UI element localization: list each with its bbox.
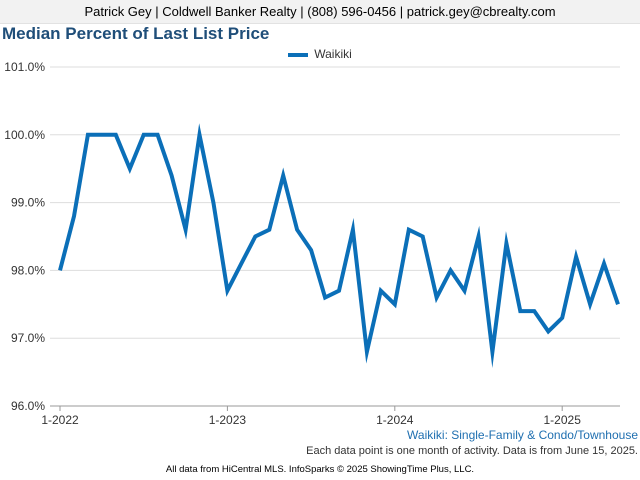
data-point [492, 351, 493, 352]
data-point [534, 311, 535, 312]
data-point [87, 134, 88, 135]
y-tick-label: 97.0% [11, 331, 45, 345]
chart-title: Median Percent of Last List Price [2, 24, 270, 43]
x-tick-label: 1-2024 [376, 413, 414, 427]
x-tick-label: 1-2023 [209, 413, 247, 427]
data-point [604, 263, 605, 264]
legend[interactable]: Waikiki [0, 46, 640, 62]
series-line-waikiki [58, 123, 620, 368]
data-point [464, 290, 465, 291]
data-point [73, 216, 74, 217]
data-point [394, 304, 395, 305]
data-point [143, 134, 144, 135]
x-tick-label: 1-2022 [41, 413, 79, 427]
line-chart: 96.0% 97.0% 98.0% 99.0% 100.0% 101.0% 1-2022 1-… [4, 60, 620, 427]
data-point [520, 311, 521, 312]
x-tick-label: 1-2025 [544, 413, 582, 427]
data-point [115, 134, 116, 135]
data-point [506, 243, 507, 244]
data-point [562, 317, 563, 318]
data-point [255, 236, 256, 237]
y-tick-label: 98.0% [11, 263, 45, 277]
data-point [269, 229, 270, 230]
y-tick-label: 99.0% [11, 196, 45, 210]
data-point [436, 297, 437, 298]
data-point [590, 304, 591, 305]
y-tick-label: 96.0% [11, 399, 45, 413]
data-point [576, 256, 577, 257]
data-point [325, 297, 326, 298]
data-point [241, 263, 242, 264]
data-point [157, 134, 158, 135]
data-point [450, 270, 451, 271]
data-point [352, 229, 353, 230]
data-point [213, 202, 214, 203]
data-point [171, 175, 172, 176]
agent-contact-info: Patrick Gey | Coldwell Banker Realty | (… [84, 4, 556, 19]
y-tick-label: 101.0% [4, 60, 45, 74]
data-point [297, 229, 298, 230]
data-point [311, 250, 312, 251]
contact-bar: Patrick Gey | Coldwell Banker Realty | (… [0, 0, 640, 24]
data-point [185, 229, 186, 230]
data-point [478, 236, 479, 237]
data-point [339, 290, 340, 291]
data-point [422, 236, 423, 237]
data-point [366, 351, 367, 352]
legend-label: Waikiki [314, 47, 352, 61]
data-point [60, 270, 61, 271]
data-point [101, 134, 102, 135]
data-point [227, 290, 228, 291]
data-point [199, 134, 200, 135]
data-point [548, 331, 549, 332]
legend-swatch [288, 52, 309, 57]
chart-subtitle: Waikiki: Single-Family & Condo/Townhouse [407, 428, 638, 442]
data-note: Each data point is one month of activity… [306, 445, 638, 457]
data-point [129, 168, 130, 169]
data-point [618, 304, 619, 305]
data-point [283, 175, 284, 176]
y-tick-label: 100.0% [4, 128, 45, 142]
data-point [408, 229, 409, 230]
source-footer: All data from HiCentral MLS. InfoSparks … [165, 464, 475, 475]
data-point [380, 290, 381, 291]
